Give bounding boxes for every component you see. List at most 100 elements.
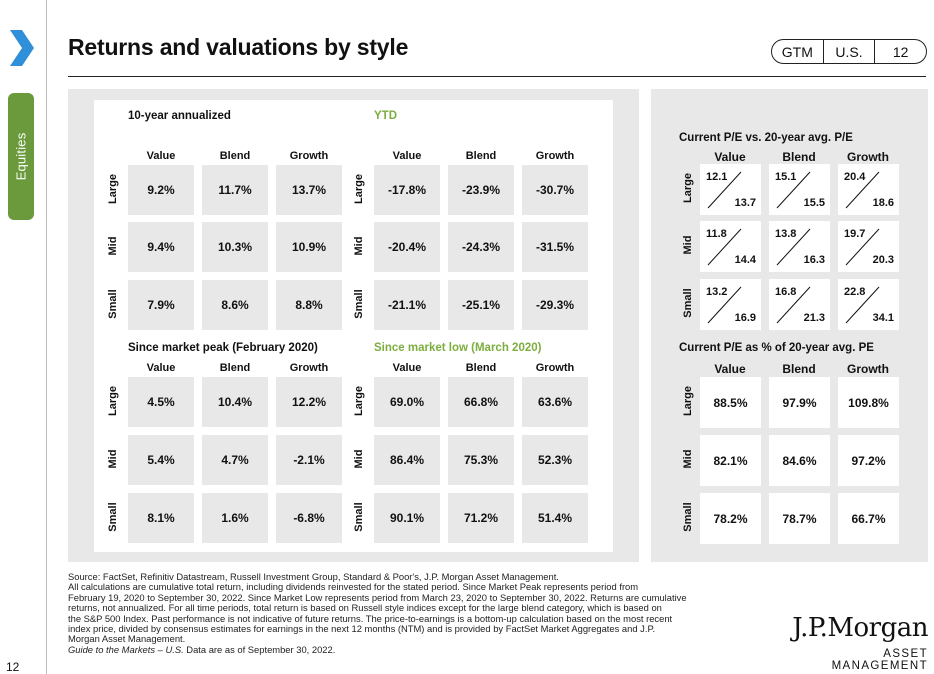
column-header-growth: Growth	[535, 362, 575, 374]
pe-percent-cell: 97.9%	[769, 377, 830, 428]
column-header-value: Value	[146, 150, 176, 162]
return-cell: -24.3%	[448, 222, 514, 272]
return-cell: 4.7%	[202, 435, 268, 485]
pct-row-header-small: Small	[682, 502, 694, 532]
return-cell: 10.3%	[202, 222, 268, 272]
pe-column-header-blend: Blend	[782, 150, 816, 164]
footnote-line: February 19, 2020 to September 30, 2022.…	[68, 591, 687, 603]
logo-subtitle: ASSET MANAGEMENT	[831, 648, 928, 672]
pe-comparison-cell: 11.8 14.4	[700, 221, 761, 272]
return-cell: -21.1%	[374, 280, 440, 330]
current-pe: 12.1	[706, 171, 728, 183]
current-pe: 13.8	[775, 228, 797, 240]
tab-equities[interactable]: Equities	[8, 93, 34, 220]
return-cell: 4.5%	[128, 377, 194, 427]
row-header-large: Large	[353, 386, 365, 416]
quadrant-title: 10-year annualized	[128, 110, 231, 122]
tab-equities-label: Equities	[13, 132, 29, 181]
pe-comparison-cell: 13.2 16.9	[700, 279, 761, 330]
return-cell: 10.9%	[276, 222, 342, 272]
pe-column-header-growth: Growth	[847, 150, 889, 164]
return-cell: 71.2%	[448, 493, 514, 543]
pct-grid-title: Current P/E as % of 20-year avg. PE	[679, 342, 874, 354]
row-header-large: Large	[353, 174, 365, 204]
column-header-growth: Growth	[289, 362, 329, 374]
row-header-small: Small	[107, 289, 119, 319]
pe-comparison-cell: 15.1 15.5	[769, 164, 830, 215]
pe-grid-title: Current P/E vs. 20-year avg. P/E	[679, 132, 853, 144]
return-cell: 8.1%	[128, 493, 194, 543]
pe-percent-cell: 97.2%	[838, 435, 899, 486]
footnote-line: index price, divided by consensus estima…	[68, 623, 656, 635]
return-cell: 9.4%	[128, 222, 194, 272]
return-cell: -2.1%	[276, 435, 342, 485]
avg-pe: 13.7	[734, 197, 756, 209]
column-header-blend: Blend	[465, 150, 497, 162]
current-pe: 22.8	[844, 286, 866, 298]
return-cell: 5.4%	[128, 435, 194, 485]
pct-row-header-mid: Mid	[682, 449, 694, 469]
row-header-large: Large	[107, 386, 119, 416]
pe-percent-cell: 66.7%	[838, 493, 899, 544]
row-header-small: Small	[353, 502, 365, 532]
diagonal-divider	[776, 228, 811, 266]
avg-pe: 16.3	[803, 254, 825, 266]
diagonal-divider	[845, 286, 880, 324]
return-cell: 86.4%	[374, 435, 440, 485]
column-header-growth: Growth	[535, 150, 575, 162]
footnote-line: the S&P 500 Index. Past performance is n…	[68, 612, 673, 624]
return-cell: 52.3%	[522, 435, 588, 485]
return-cell: 63.6%	[522, 377, 588, 427]
column-header-blend: Blend	[219, 150, 251, 162]
avg-pe: 34.1	[872, 312, 894, 324]
pe-comparison-cell: 13.8 16.3	[769, 221, 830, 272]
return-cell: 11.7%	[202, 165, 268, 215]
current-pe: 20.4	[844, 171, 866, 183]
return-cell: 75.3%	[448, 435, 514, 485]
pe-percent-cell: 82.1%	[700, 435, 761, 486]
row-header-mid: Mid	[107, 236, 119, 256]
return-cell: -23.9%	[448, 165, 514, 215]
return-cell: 13.7%	[276, 165, 342, 215]
column-header-value: Value	[146, 362, 176, 374]
logo-wordmark: J.P.Morgan	[792, 613, 928, 643]
return-cell: 12.2%	[276, 377, 342, 427]
current-pe: 15.1	[775, 171, 797, 183]
row-header-mid: Mid	[353, 236, 365, 256]
return-cell: -29.3%	[522, 280, 588, 330]
avg-pe: 14.4	[734, 254, 756, 266]
page-title: Returns and valuations by style	[68, 34, 409, 60]
badge-page: 12	[874, 40, 926, 63]
current-pe: 11.8	[706, 228, 727, 240]
pe-row-header-small: Small	[682, 288, 694, 318]
guide-line: Guide to the Markets – U.S. Data are as …	[68, 644, 788, 655]
avg-pe: 21.3	[803, 312, 825, 324]
pct-column-header-blend: Blend	[782, 362, 816, 376]
pe-comparison-cell: 16.8 21.3	[769, 279, 830, 330]
footnote-line: Morgan Asset Management.	[68, 633, 186, 645]
return-cell: -25.1%	[448, 280, 514, 330]
pe-percent-cell: 88.5%	[700, 377, 761, 428]
quadrant-title: Since market peak (February 2020)	[128, 342, 318, 354]
current-pe: 13.2	[706, 286, 728, 298]
pe-row-header-large: Large	[682, 173, 694, 203]
row-header-mid: Mid	[353, 449, 365, 469]
row-header-small: Small	[107, 502, 119, 532]
badge-region: U.S.	[822, 40, 875, 63]
return-cell: 8.8%	[276, 280, 342, 330]
badge-gtm: GTM	[781, 43, 813, 60]
title-divider	[68, 76, 926, 77]
pct-column-header-value: Value	[714, 362, 746, 376]
column-header-value: Value	[392, 150, 422, 162]
diagonal-divider	[707, 171, 742, 209]
diagonal-divider	[707, 286, 742, 324]
return-cell: -6.8%	[276, 493, 342, 543]
pe-column-header-value: Value	[714, 150, 746, 164]
source-line: Source: FactSet, Refinitiv Datastream, R…	[68, 571, 559, 582]
pe-comparison-cell: 22.8 34.1	[838, 279, 899, 330]
diagonal-divider	[776, 171, 811, 209]
pe-comparison-cell: 19.7 20.3	[838, 221, 899, 272]
pe-percent-cell: 84.6%	[769, 435, 830, 486]
return-cell: 8.6%	[202, 280, 268, 330]
chevron-right-icon	[10, 30, 34, 66]
